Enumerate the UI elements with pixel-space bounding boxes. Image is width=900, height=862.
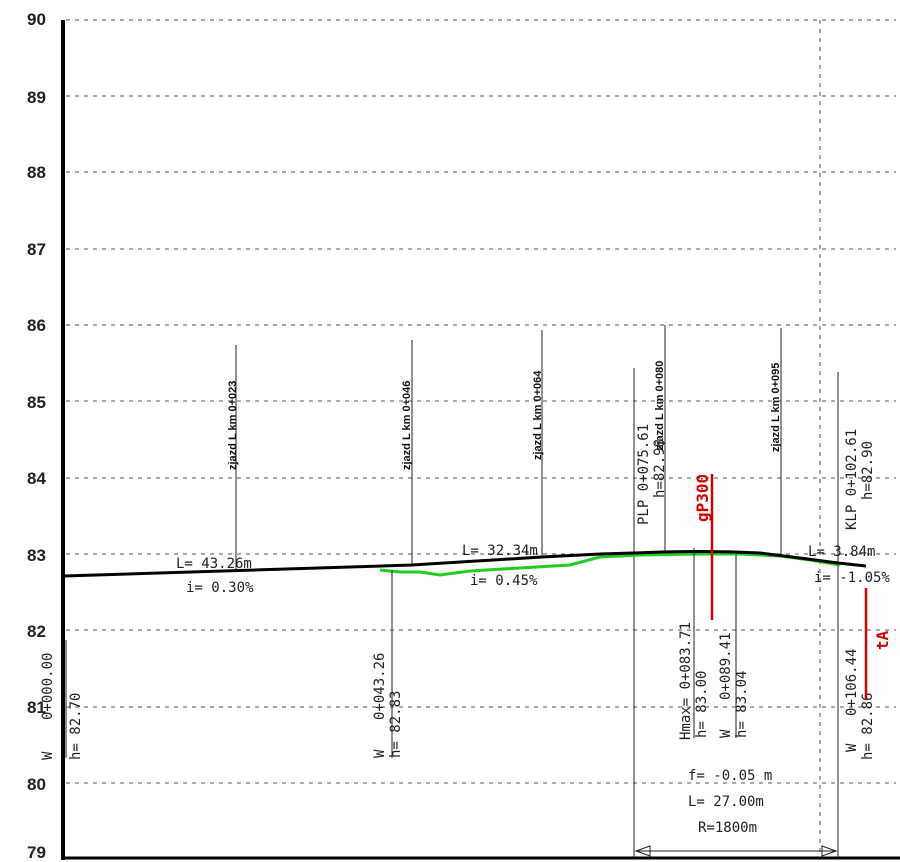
junction-label: zjazd L km 0+046 [401, 381, 413, 470]
junction-label: zjazd L km 0+095 [770, 363, 782, 452]
point-w: W [40, 751, 56, 760]
curve-length: L= 27.00m [688, 794, 764, 810]
point-station: 0+000.00 [40, 653, 56, 720]
klp-height: h=82.90 [860, 441, 876, 500]
y-label-79: 79 [27, 843, 46, 862]
point-height: h= 82.86 [860, 693, 876, 760]
y-label-84: 84 [27, 469, 46, 488]
arrow-left-icon [634, 845, 651, 857]
grid-lines [66, 19, 896, 784]
terrain-line [379, 552, 841, 577]
curve-f: f= -0.05 m [688, 768, 772, 784]
design-profile-line [63, 550, 867, 578]
gp300-label: gP300 [693, 474, 712, 522]
segment-grade: i= 0.30% [186, 580, 254, 596]
y-label-85: 85 [27, 393, 46, 412]
klp-station: KLP 0+102.61 [844, 429, 860, 530]
segment-grade: i= -1.05% [814, 570, 890, 586]
y-label-90: 90 [27, 10, 46, 29]
y-label-89: 89 [27, 88, 46, 107]
segment-grade: i= 0.45% [470, 573, 538, 589]
y-label-81: 81 [27, 698, 46, 717]
point-station: 0+089.41 [718, 633, 734, 700]
junction-label: zjazd L km 0+023 [227, 381, 239, 470]
point-w: W [372, 749, 388, 758]
hmax-station: Hmax= 0+083.71 [678, 622, 694, 740]
junction-label: zjazd L km 0+080 [654, 361, 666, 450]
point-w: W [718, 729, 734, 738]
y-label-80: 80 [27, 775, 46, 794]
y-label-86: 86 [27, 316, 46, 335]
point-station: 0+106.44 [844, 649, 860, 716]
point-height: h= 83.04 [734, 671, 750, 738]
y-axis-labels: 90 89 88 87 86 85 84 83 82 81 80 79 [27, 10, 46, 862]
junction-label: zjazd L km 0+064 [532, 370, 544, 460]
hmax-height: h= 83.00 [694, 671, 710, 738]
segment-length: L= 32.34m [462, 543, 538, 559]
y-label-87: 87 [27, 240, 46, 259]
y-label-82: 82 [27, 622, 46, 641]
curve-radius: R=1800m [698, 820, 757, 836]
point-height: h= 82.70 [68, 693, 84, 760]
y-label-88: 88 [27, 163, 46, 182]
point-height: h= 82.83 [388, 691, 404, 758]
junction-markers: zjazd L km 0+023 zjazd L km 0+046 zjazd … [227, 325, 782, 570]
arrow-right-icon [821, 845, 838, 857]
point-station: 0+043.26 [372, 653, 388, 720]
plp-height: h=82.98 [652, 439, 668, 498]
y-label-83: 83 [27, 546, 46, 565]
segment-length: L= 3.84m [808, 544, 875, 560]
plp-station: PLP 0+075.61 [636, 424, 652, 525]
segment-length: L= 43.26m [176, 556, 252, 572]
point-w: W [844, 743, 860, 752]
ta-label: tA [873, 630, 892, 650]
